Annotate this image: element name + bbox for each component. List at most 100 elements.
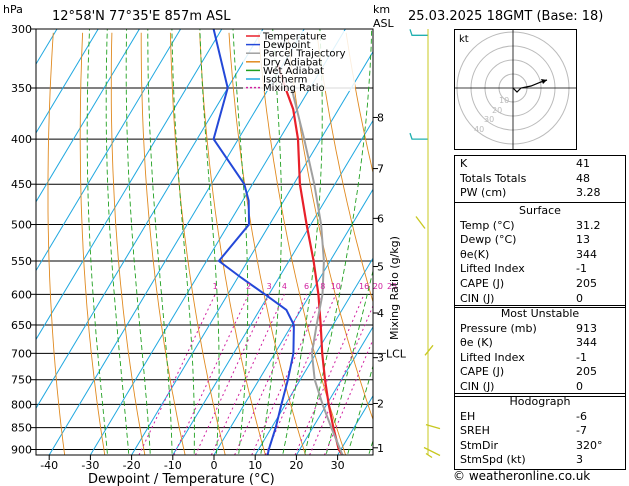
wet-adiabat-line xyxy=(325,268,373,454)
isotherm-line xyxy=(36,29,99,134)
isotherm-line xyxy=(131,50,373,455)
dry-adiabat-line xyxy=(79,32,106,455)
temp-tick-label: -30 xyxy=(81,459,99,472)
temp-tick-label: -40 xyxy=(40,459,58,472)
km-tick-label: 8 xyxy=(377,111,384,124)
wind-barb xyxy=(423,446,441,457)
wet-adiabat-line xyxy=(347,364,373,454)
hodograph-ring-label: 20 xyxy=(492,106,502,115)
mixing-ratio-label: 1 xyxy=(213,282,218,291)
pressure-tick-label: 600 xyxy=(11,288,32,301)
pressure-tick-label: 350 xyxy=(11,82,32,95)
mixing-ratio-label: 3 xyxy=(267,282,272,291)
isotherm-line xyxy=(36,29,223,341)
hodograph-arrow xyxy=(541,79,547,84)
most-unstable-row: CIN (J) 0 xyxy=(460,379,583,393)
hodograph-table-title: Hodograph xyxy=(509,395,571,408)
surface-row: CIN (J) 0 xyxy=(460,291,583,305)
surface-row: Lifted Index -1 xyxy=(460,262,587,276)
wet-adiabat-line xyxy=(232,29,249,454)
wind-barb xyxy=(409,29,428,36)
asl-label: ASL xyxy=(373,17,395,30)
surface-row: θe(K) 344 xyxy=(460,247,597,261)
isotherm-line xyxy=(172,119,373,455)
mixing-ratio-line xyxy=(173,294,250,455)
dry-adiabat-line xyxy=(257,32,347,455)
mixing-ratio-line xyxy=(138,294,216,455)
dry-adiabat-line xyxy=(287,32,373,421)
wet-adiabat-line xyxy=(147,29,173,454)
hodograph-table-row: SREH -7 xyxy=(460,424,587,438)
isotherm-line xyxy=(36,29,140,203)
dry-adiabat-line xyxy=(110,32,146,455)
wind-barb xyxy=(425,452,433,459)
km-tick-label: 1 xyxy=(377,442,384,455)
hodograph-panel: kt 10 20 30 40 xyxy=(454,29,577,150)
temp-tick-label: 20 xyxy=(289,459,303,472)
location-title: 12°58'N 77°35'E 857m ASL xyxy=(52,9,231,24)
surface-title: Surface xyxy=(519,204,561,217)
wind-barb xyxy=(415,216,426,229)
indices-table: K 41 Totals Totals 48 PW (cm) 3.28 xyxy=(454,155,626,203)
legend-box xyxy=(243,31,355,91)
footer-credit: © weatheronline.co.uk xyxy=(453,469,591,483)
hodograph-svg: kt 10 20 30 40 xyxy=(455,30,576,149)
series-dewpoint xyxy=(212,29,295,455)
most-unstable-row: Pressure (mb) 913 xyxy=(460,321,597,335)
legend-item: Wet Adiabat xyxy=(263,66,324,77)
pressure-tick-label: 700 xyxy=(11,347,32,360)
surface-table: Surface Temp (°C) 31.2 Dewp (°C) 13 θe(K) 3… xyxy=(454,202,626,309)
km-tick-label: 4 xyxy=(377,307,384,320)
axis-labels: 300350400450500550600650700750800850900-… xyxy=(11,23,407,472)
dry-adiabat-line xyxy=(169,32,226,455)
hodograph-trace xyxy=(512,79,548,93)
wind-barb xyxy=(424,344,434,356)
legend-item: Dry Adiabat xyxy=(263,57,322,68)
pressure-tick-label: 900 xyxy=(11,444,32,457)
dry-adiabat-line xyxy=(140,32,186,455)
wet-adiabat-line xyxy=(171,29,195,454)
mixing-ratio-label: 20 xyxy=(373,282,383,291)
isotherm-line xyxy=(254,257,373,455)
hpa-label: hPa xyxy=(3,3,23,16)
dry-adiabat-line xyxy=(228,32,306,455)
km-tick-label: 3 xyxy=(377,352,384,365)
mixing-ratio-label: 16 xyxy=(359,282,369,291)
hodograph-ring-label: 30 xyxy=(484,115,494,124)
lcl-label: LCL xyxy=(386,347,407,360)
mixing-ratio-label: 4 xyxy=(282,282,287,291)
dry-adiabat-line xyxy=(47,32,66,455)
wet-adiabat-line xyxy=(260,29,282,454)
temp-tick-label: 10 xyxy=(248,459,262,472)
pressure-tick-label: 450 xyxy=(11,178,32,191)
dry-adiabat-line xyxy=(199,32,266,455)
pressure-tick-label: 500 xyxy=(11,219,32,232)
km-tick-label: 6 xyxy=(377,212,384,225)
isotherm-line xyxy=(295,326,373,455)
wet-adiabat-line xyxy=(86,29,108,454)
legend-item: Mixing Ratio xyxy=(263,83,325,94)
legend-item: Dewpoint xyxy=(263,40,311,51)
surface-row: Dewp (°C) 13 xyxy=(460,233,590,247)
temp-tick-label: 30 xyxy=(331,459,345,472)
mixing-ratio-label: 2 xyxy=(246,282,251,291)
km-tick-label: 2 xyxy=(377,397,384,410)
series-parcel-trajectory xyxy=(290,87,344,455)
wet-adiabat-line xyxy=(105,29,130,454)
temp-tick-label: -10 xyxy=(164,459,182,472)
km-tick-label: 7 xyxy=(377,163,384,176)
dry-adiabat-line xyxy=(316,32,373,304)
datetime-title: 25.03.2025 18GMT (Base: 18) xyxy=(408,9,603,24)
pressure-tick-label: 850 xyxy=(11,422,32,435)
dry-adiabat-line xyxy=(14,33,24,455)
mixing-ratio-line xyxy=(234,294,308,455)
hodograph-table: Hodograph EH -6 SREH -7 StmDir 320° StmSpd … xyxy=(454,393,626,470)
pressure-tick-label: 800 xyxy=(11,398,32,411)
mixing-ratio-label: 25 xyxy=(387,282,397,291)
most-unstable-title: Most Unstable xyxy=(500,307,580,320)
most-unstable-row: CAPE (J) 205 xyxy=(460,365,597,379)
temp-tick-label: 0 xyxy=(211,459,218,472)
isotherm-line xyxy=(213,188,373,455)
most-unstable-table: Most Unstable Pressure (mb) 913 θe (K) 344… xyxy=(454,305,626,397)
legend-item: Isotherm xyxy=(263,75,307,86)
